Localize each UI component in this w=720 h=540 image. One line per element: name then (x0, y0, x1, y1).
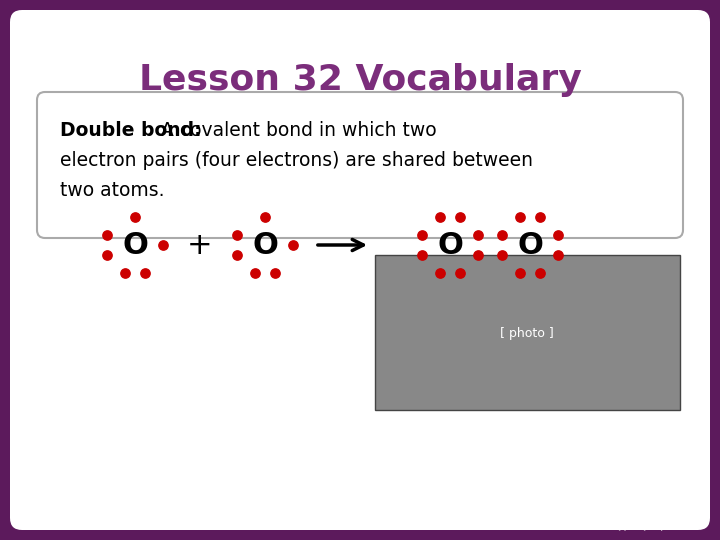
Point (269, 269, 281, 278)
Point (514, 269, 526, 278)
Point (249, 269, 261, 278)
Point (496, 251, 508, 259)
Text: Lesson 32 Vocabulary: Lesson 32 Vocabulary (139, 63, 581, 97)
Text: O: O (437, 231, 463, 260)
Point (434, 269, 446, 278)
Text: ◂◂: ◂◂ (613, 522, 626, 535)
FancyBboxPatch shape (37, 92, 683, 238)
Point (416, 251, 428, 259)
Text: two atoms.: two atoms. (60, 180, 164, 199)
Point (120, 269, 131, 278)
Point (472, 231, 484, 239)
Point (552, 251, 564, 259)
FancyBboxPatch shape (10, 10, 710, 530)
FancyBboxPatch shape (375, 255, 680, 410)
Text: O: O (252, 231, 278, 260)
Text: ▸: ▸ (661, 522, 667, 535)
Text: Double bond:: Double bond: (60, 120, 202, 139)
Text: +: + (187, 231, 213, 260)
Point (102, 251, 113, 259)
Point (416, 231, 428, 239)
Text: electron pairs (four electrons) are shared between: electron pairs (four electrons) are shar… (60, 151, 533, 170)
Point (534, 213, 546, 221)
Point (434, 213, 446, 221)
Point (534, 269, 546, 278)
Text: A covalent bond in which two: A covalent bond in which two (155, 120, 436, 139)
Text: O: O (517, 231, 543, 260)
Text: O: O (122, 231, 148, 260)
Point (139, 269, 150, 278)
Point (496, 231, 508, 239)
Point (231, 231, 243, 239)
Text: ◂: ◂ (639, 522, 645, 535)
Point (472, 251, 484, 259)
Point (454, 213, 466, 221)
Point (157, 241, 168, 249)
Point (454, 269, 466, 278)
Point (130, 213, 141, 221)
Point (287, 241, 299, 249)
Point (231, 251, 243, 259)
Point (102, 231, 113, 239)
Point (552, 231, 564, 239)
Text: [ photo ]: [ photo ] (500, 327, 554, 340)
Point (259, 213, 271, 221)
Point (514, 213, 526, 221)
